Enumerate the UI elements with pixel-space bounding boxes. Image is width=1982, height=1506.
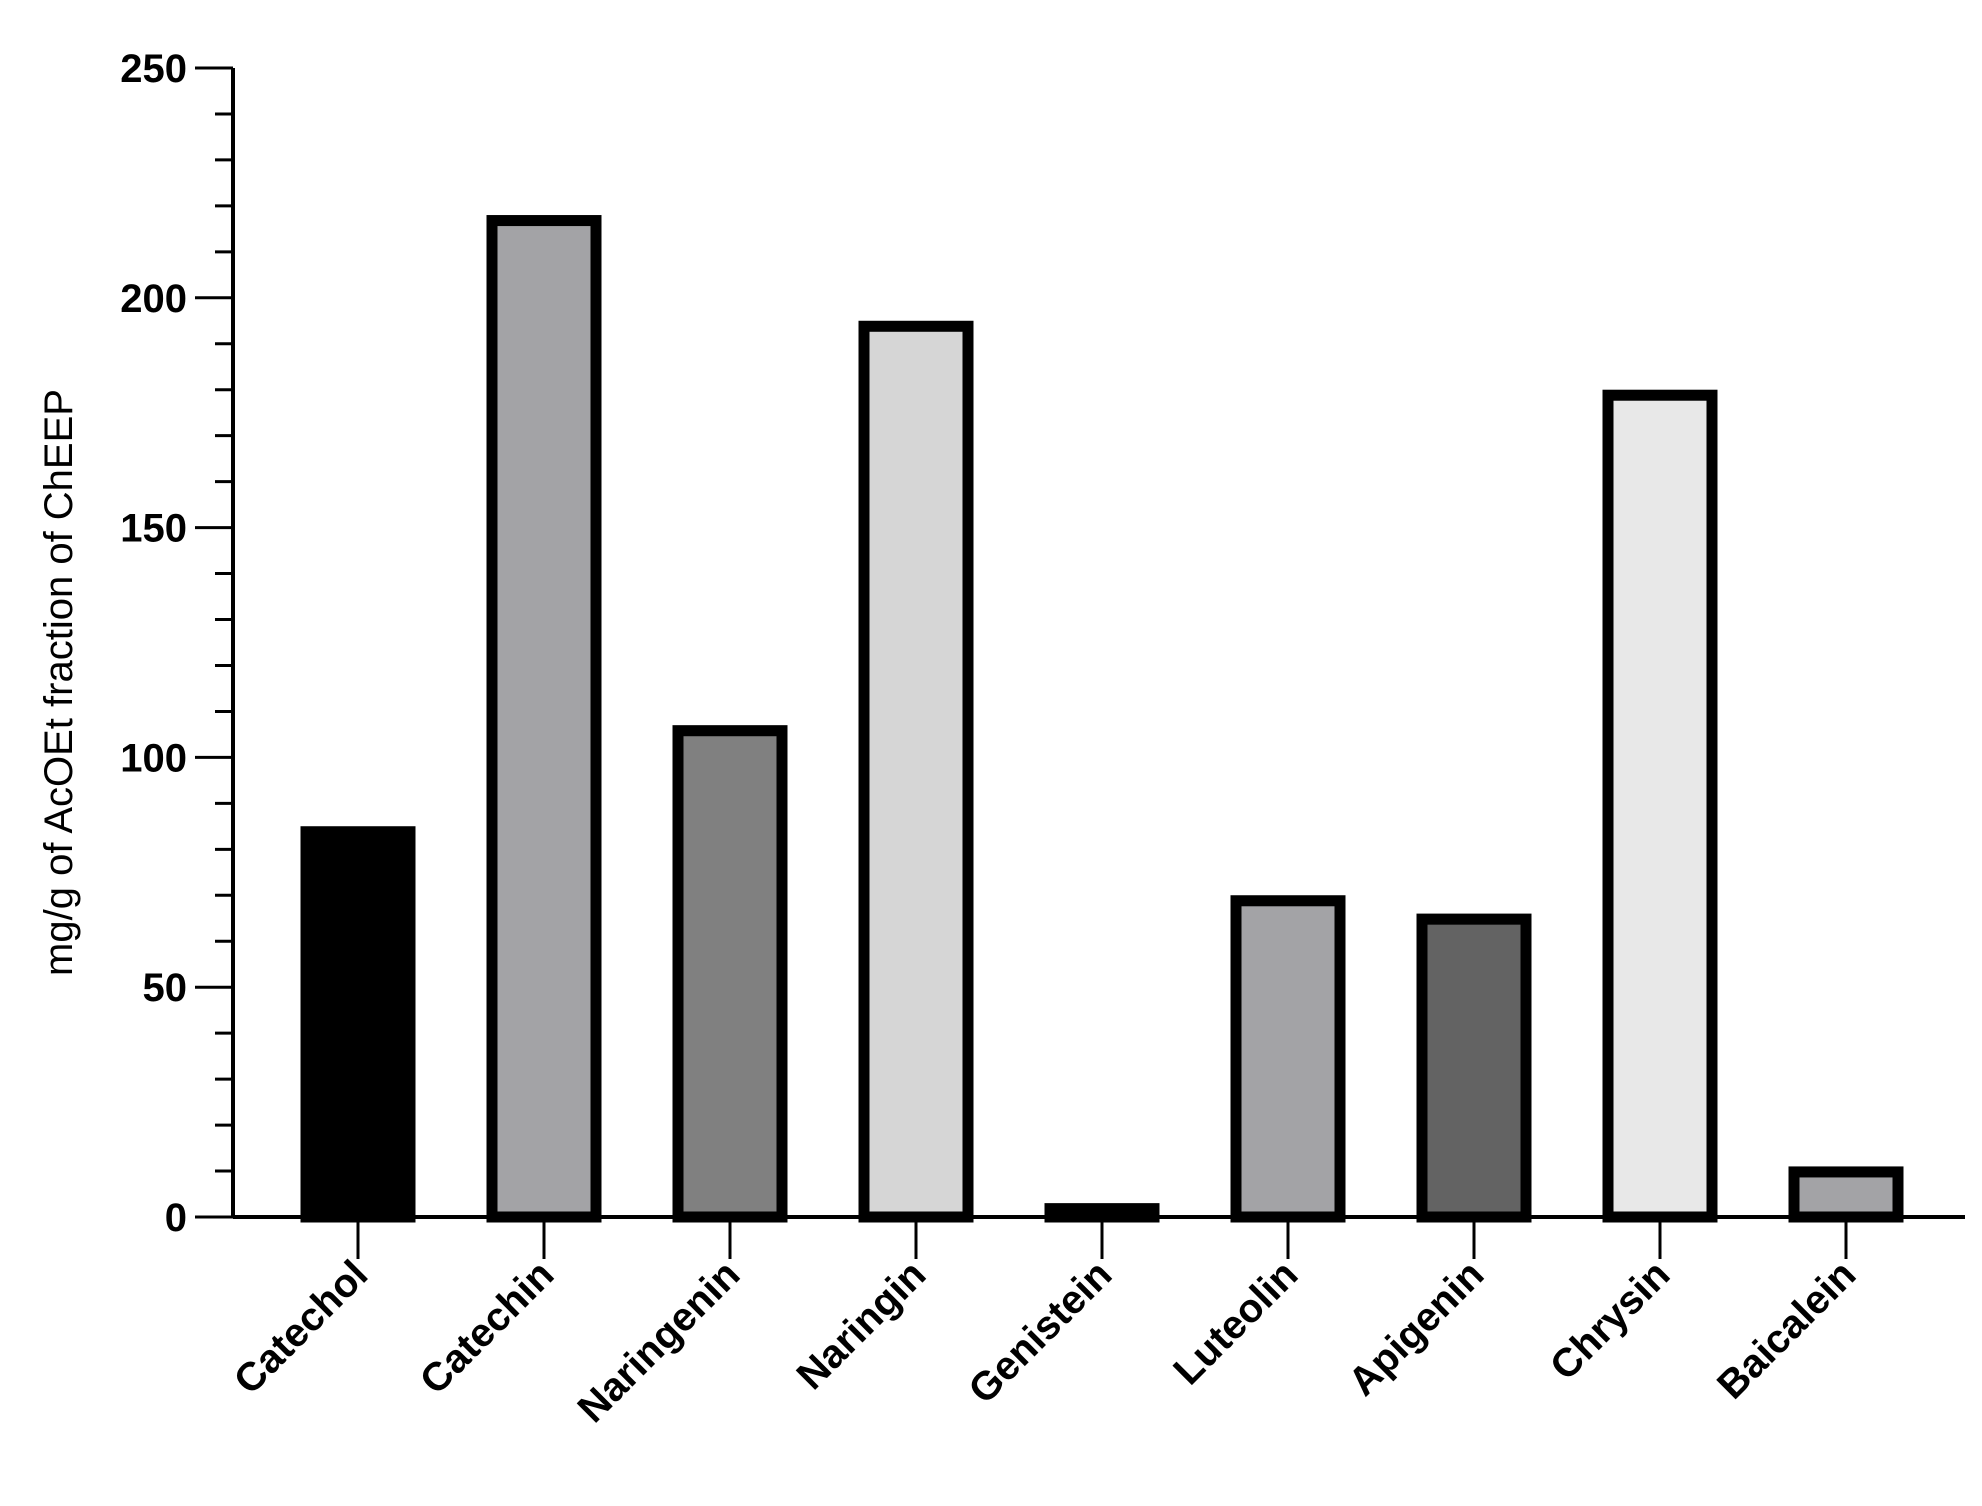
axes-layer: [195, 66, 1965, 1259]
bar-fill-chrysin: [1602, 389, 1718, 1218]
y-axis-label: mg/g of AcOEt fraction of ChEEP: [37, 389, 81, 976]
bar-fill-apigenin: [1416, 913, 1532, 1217]
x-tick-label-chrysin: Chrysin: [1542, 1252, 1678, 1388]
x-tick-label-catechol: Catechol: [226, 1252, 377, 1403]
bar-fill-naringenin: [672, 725, 788, 1217]
y-tick-label: 50: [143, 966, 188, 1010]
y-tick-label: 150: [120, 507, 187, 551]
y-tick-label: 0: [165, 1196, 187, 1240]
x-tick-label-naringenin: Naringenin: [570, 1252, 749, 1431]
bar-fill-naringin: [858, 320, 974, 1217]
x-tick-label-genistein: Genistein: [960, 1252, 1120, 1412]
x-tick-label-apigenin: Apigenin: [1340, 1252, 1492, 1404]
x-tick-label-catechin: Catechin: [412, 1252, 563, 1403]
y-tick-label: 200: [120, 277, 187, 321]
x-tick-label-luteolin: Luteolin: [1165, 1252, 1306, 1393]
x-tick-label-naringin: Naringin: [789, 1252, 935, 1398]
x-tick-label-baicalein: Baicalein: [1709, 1252, 1864, 1407]
bar-fill-catechin: [486, 215, 602, 1217]
bars-layer: [300, 215, 1904, 1223]
y-tick-label: 250: [120, 47, 187, 91]
bar-fill-catechol: [300, 826, 416, 1217]
y-tick-label: 100: [120, 736, 187, 780]
bar-fill-luteolin: [1230, 895, 1346, 1217]
